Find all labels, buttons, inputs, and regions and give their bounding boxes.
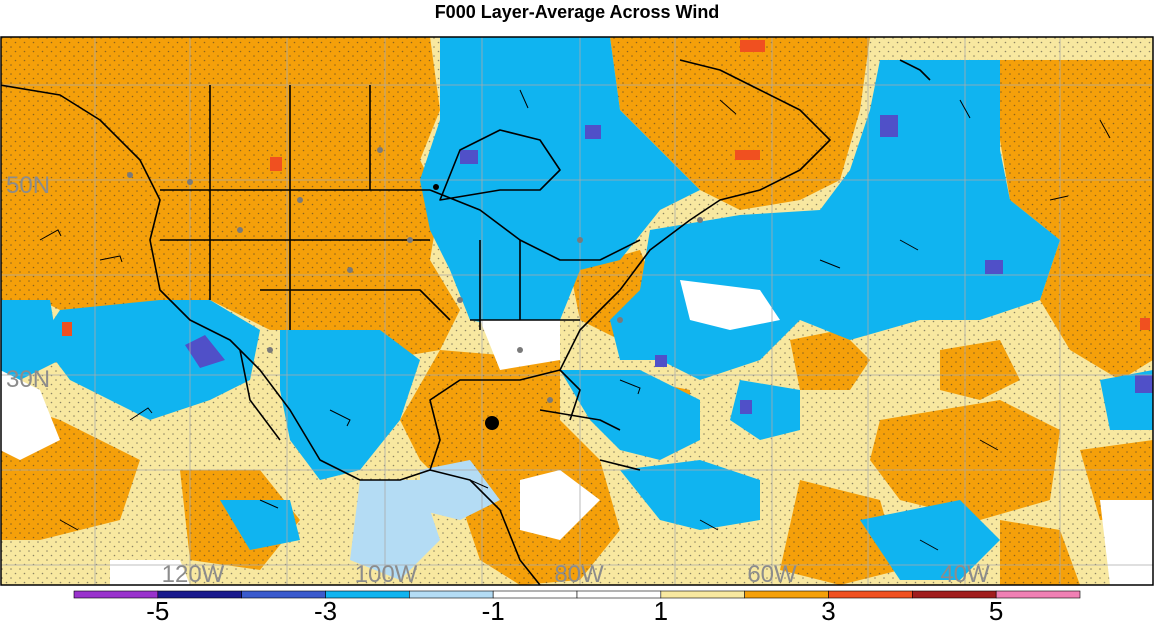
colorbar-segment (325, 590, 410, 599)
station-marker-black (433, 184, 439, 190)
latitude-label-30n: 30N (6, 366, 50, 393)
colorbar-segment (409, 590, 494, 599)
colorbar-segment (73, 590, 159, 599)
colorbar-tick-label: -3 (314, 596, 337, 622)
colorbar-segments (73, 590, 1081, 599)
colorbar-segment (912, 590, 997, 599)
longitude-label-60w: 60W (747, 561, 797, 588)
longitude-label-120w: 120W (162, 561, 225, 588)
latitude-labels: 50N 30N (6, 172, 50, 393)
strong-positive-spots (62, 40, 1150, 336)
colorbar-tick-labels: -5 -3 -1 1 3 5 (146, 596, 1003, 622)
station-markers (127, 147, 703, 403)
wind-barbs (39, 89, 1111, 551)
colorbar-tick-label: 3 (821, 596, 835, 622)
latitude-label-50n: 50N (6, 172, 50, 199)
colorbar-segment (744, 590, 829, 599)
colorbar-segment (241, 590, 326, 599)
colorbar-segment (492, 590, 578, 599)
strong-negative-spots (185, 115, 1153, 414)
colorbar-tick-label: -1 (482, 596, 505, 622)
longitude-label-40w: 40W (940, 561, 990, 588)
colorbar-segment (660, 590, 745, 599)
colorbar-segment (995, 590, 1081, 599)
longitude-label-80w: 80W (554, 561, 604, 588)
longitude-labels: 120W 100W 80W 60W 40W (162, 561, 990, 588)
colorbar-tick-label: 5 (989, 596, 1003, 622)
near-zero-regions (1, 280, 1153, 585)
highlighted-station-marker (485, 416, 499, 430)
colorbar-tick-label: 1 (654, 596, 668, 622)
colorbar-segment (828, 590, 913, 599)
map-frame (0, 36, 1154, 586)
colorbar-segment (576, 590, 662, 599)
grid-lines (1, 37, 1153, 585)
colorbar-tick-label: -5 (146, 596, 169, 622)
longitude-label-100w: 100W (355, 561, 418, 588)
colorbar-segment (157, 590, 242, 599)
map-title: F000 Layer-Average Across Wind (434, 2, 720, 22)
